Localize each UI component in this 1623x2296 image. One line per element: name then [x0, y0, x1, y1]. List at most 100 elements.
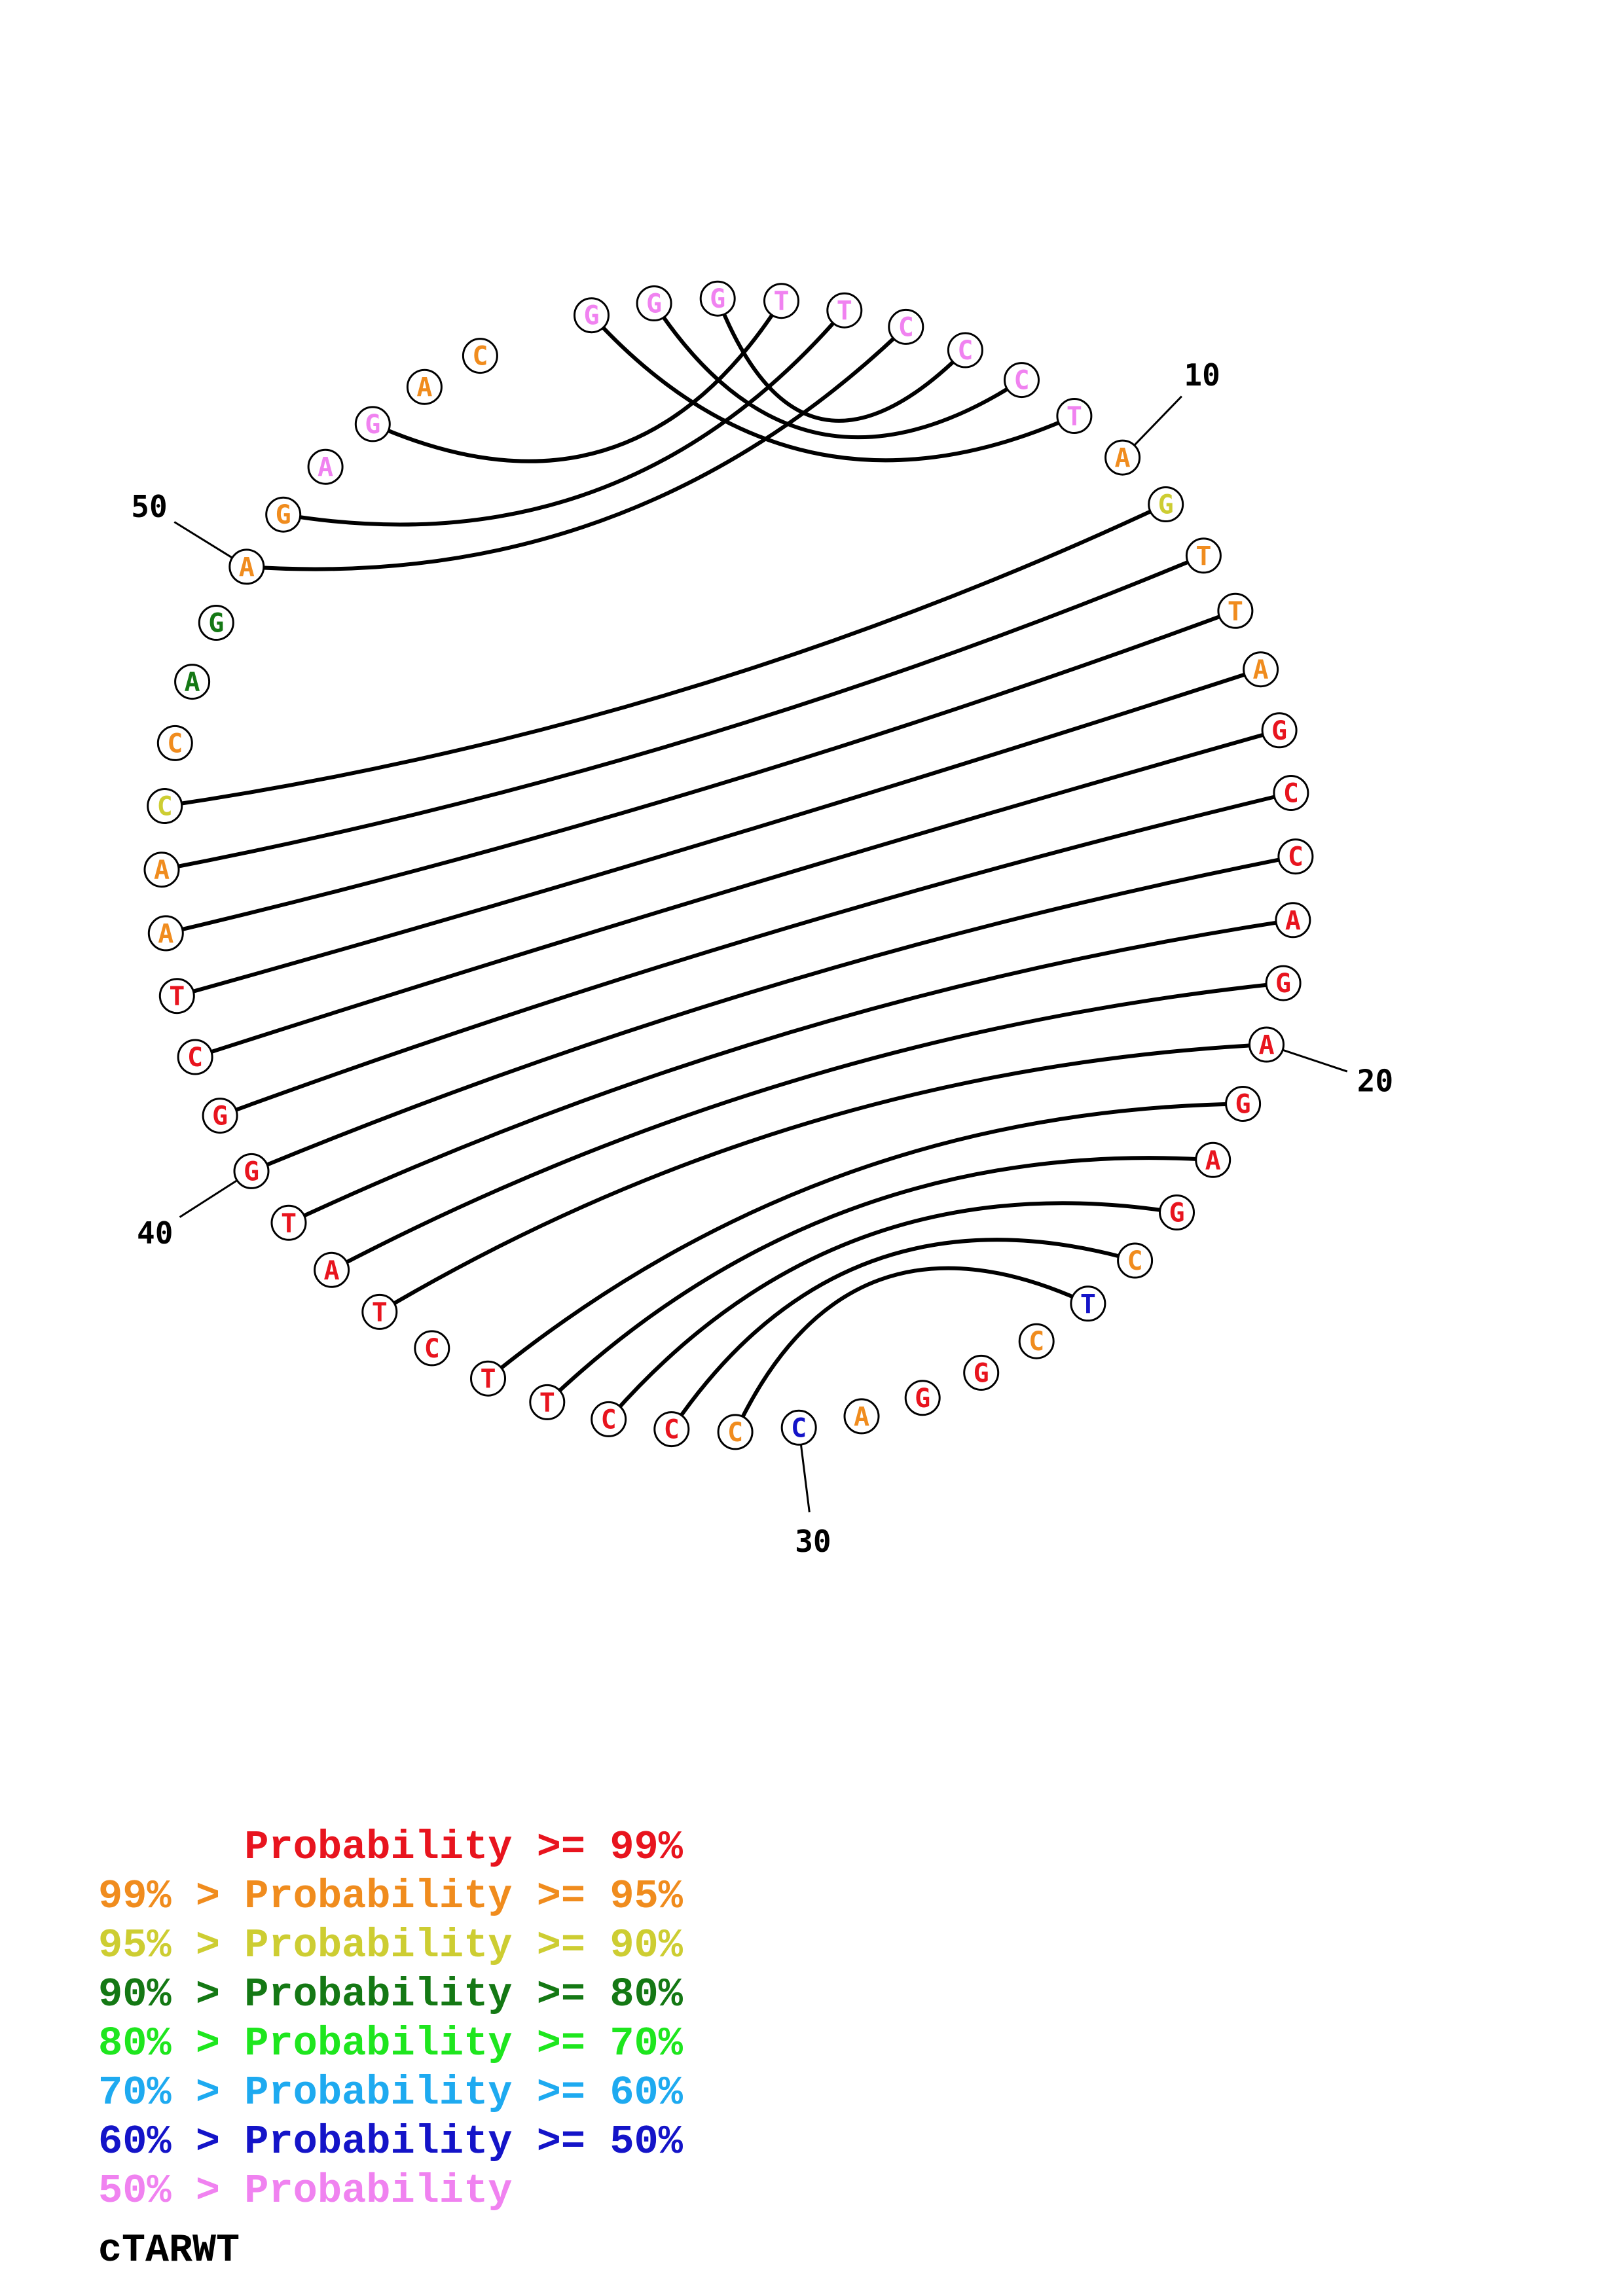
nucleotide-letter: G: [1275, 969, 1291, 999]
nucleotide-letter: G: [1235, 1090, 1251, 1120]
nucleotide-circle: [307, 448, 344, 485]
nucleotide-letter: C: [664, 1415, 680, 1445]
nucleotide-letter: A: [318, 452, 333, 482]
nucleotide-letter: T: [169, 982, 185, 1012]
nucleotide-28: G: [904, 1380, 941, 1416]
nucleotide-circle: [653, 1411, 690, 1448]
nucleotide-29: A: [843, 1398, 880, 1435]
nucleotide-circle: [270, 1204, 307, 1241]
nucleotide-circle: [574, 297, 610, 334]
nucleotide-circle: [591, 1401, 627, 1437]
nucleotide-46: C: [147, 788, 183, 824]
pair-arc-23-33: [607, 1201, 1177, 1421]
nucleotide-letter: G: [1271, 716, 1287, 746]
position-leader-10: [1133, 395, 1182, 446]
nucleotide-letter: G: [244, 1157, 259, 1187]
nucleotide-2: G: [636, 285, 672, 321]
nucleotide-circle: [354, 406, 391, 442]
nucleotide-18: A: [1275, 902, 1311, 939]
pair-arc-11-46: [164, 502, 1167, 808]
nucleotide-50: A: [228, 548, 265, 585]
nucleotide-letter: C: [424, 1334, 440, 1364]
nucleotide-33: C: [591, 1401, 627, 1437]
nucleotide-letter: T: [1067, 402, 1082, 432]
nucleotide-letter: G: [1158, 490, 1174, 520]
nucleotide-45: A: [143, 852, 180, 888]
nucleotide-circle: [158, 978, 195, 1014]
nucleotide-circle: [1148, 486, 1184, 522]
pair-arc-2-8: [652, 302, 1023, 440]
nucleotide-letter: A: [1115, 443, 1131, 473]
nucleotide-circle: [462, 338, 498, 374]
nucleotide-9: T: [1056, 398, 1093, 434]
nucleotide-7: C: [947, 332, 983, 368]
pair-arc-1-9: [590, 314, 1076, 463]
nucleotide-circle: [1195, 1141, 1231, 1178]
pair-arc-4-53: [372, 300, 784, 463]
legend-entry: Probability >= 99%: [98, 1824, 683, 1871]
nucleotide-letter: G: [583, 301, 599, 331]
position-leader-20: [1282, 1049, 1348, 1073]
nucleotide-letter: T: [837, 296, 852, 326]
nucleotide-circle: [826, 292, 863, 329]
pair-arc-5-51: [283, 309, 847, 527]
nucleotide-circle: [1159, 1194, 1195, 1230]
nucleotide-55: C: [462, 338, 498, 374]
nucleotide-13: T: [1217, 592, 1254, 629]
nucleotide-letter: C: [1283, 779, 1299, 809]
nucleotide-circle: [228, 548, 265, 585]
nucleotide-letter: C: [1013, 366, 1029, 396]
nucleotide-43: T: [158, 978, 195, 1014]
nucleotide-14: A: [1243, 651, 1279, 688]
nucleotide-letter: T: [480, 1364, 496, 1394]
position-leader-30: [799, 1444, 811, 1513]
position-leader-40: [179, 1179, 238, 1218]
nucleotide-letter: A: [324, 1255, 340, 1285]
nucleotide-circle: [1261, 712, 1298, 749]
nucleotide-letter: T: [1228, 596, 1243, 626]
nucleotide-letter: A: [185, 668, 200, 698]
nucleotide-circle: [470, 1360, 506, 1397]
position-label-50: 50: [131, 489, 167, 524]
nucleotide-letter: C: [1288, 842, 1304, 872]
pair-arc-19-38: [331, 981, 1284, 1272]
nucleotide-6: C: [888, 308, 924, 345]
nucleotide-circle: [1277, 838, 1314, 875]
nucleotide-circle: [1070, 1285, 1106, 1322]
nucleotide-letter: G: [974, 1358, 989, 1388]
nucleotide-circle: [1018, 1323, 1055, 1359]
nucleotide-circle: [198, 605, 234, 641]
nucleotide-letter: A: [158, 919, 173, 949]
legend-entry: 60% > Probability >= 50%: [98, 2119, 683, 2165]
pair-arc-14-43: [176, 667, 1262, 998]
nucleotide-letter: T: [539, 1388, 555, 1418]
base-pair-arcs: [161, 298, 1296, 1433]
nucleotide-circle: [177, 1039, 213, 1075]
nucleotide-17: C: [1277, 838, 1314, 875]
nucleotide-37: T: [361, 1293, 398, 1330]
nucleotide-circle: [361, 1293, 398, 1330]
nucleotide-circle: [1056, 398, 1093, 434]
legend-entry: 99% > Probability >= 95%: [98, 1873, 683, 1920]
legend-entry: 95% > Probability >= 90%: [98, 1922, 683, 1969]
nucleotide-letter: T: [1080, 1289, 1096, 1319]
nucleotide-letter: G: [915, 1384, 930, 1414]
nucleotide-letter: C: [791, 1413, 807, 1443]
nucleotide-letter: G: [710, 284, 725, 314]
nucleotide-letter: C: [1029, 1327, 1044, 1357]
pair-arc-16-41: [219, 791, 1292, 1118]
nucleotide-circle: [147, 915, 184, 952]
nucleotide-8: C: [1004, 362, 1040, 399]
nucleotide-letter: A: [1258, 1030, 1274, 1060]
legend-entry: 70% > Probability >= 60%: [98, 2070, 683, 2116]
nucleotide-circle: [265, 496, 302, 533]
nucleotide-circle: [156, 725, 193, 761]
nucleotide-47: C: [156, 725, 193, 761]
nucleotide-12: T: [1185, 537, 1222, 574]
nucleotide-circle: [963, 1354, 1000, 1391]
nucleotide-letter: G: [365, 410, 380, 440]
nucleotide-letter: A: [239, 552, 255, 583]
nucleotide-letter: T: [281, 1208, 297, 1238]
nucleotide-circle: [143, 852, 180, 888]
